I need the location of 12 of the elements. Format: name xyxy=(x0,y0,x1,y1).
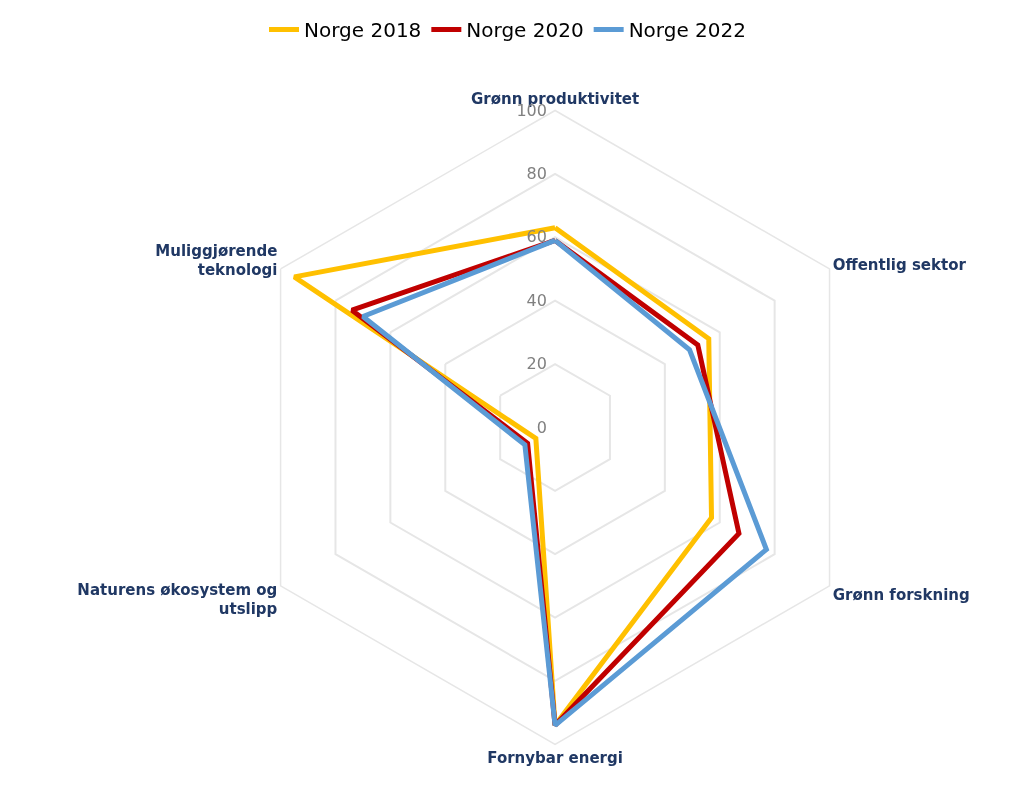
y-tick-label: 80 xyxy=(526,164,547,184)
legend-label: Norge 2020 xyxy=(466,18,584,43)
spoke-label: Muliggjørende teknologi xyxy=(155,241,278,279)
spoke-label: Offentlig sektor xyxy=(832,256,967,275)
y-tick-label: 0 xyxy=(536,417,547,437)
spoke-label: Naturens økosystem og utslipp xyxy=(77,580,278,619)
spoke-label: Grønn forskning xyxy=(832,585,970,604)
legend-label: Norge 2018 xyxy=(304,18,422,43)
y-tick-label: 40 xyxy=(526,290,547,310)
spoke-label: Fornybar energi xyxy=(487,749,623,768)
y-tick-label: 20 xyxy=(526,354,547,374)
legend-label: Norge 2022 xyxy=(628,18,746,43)
